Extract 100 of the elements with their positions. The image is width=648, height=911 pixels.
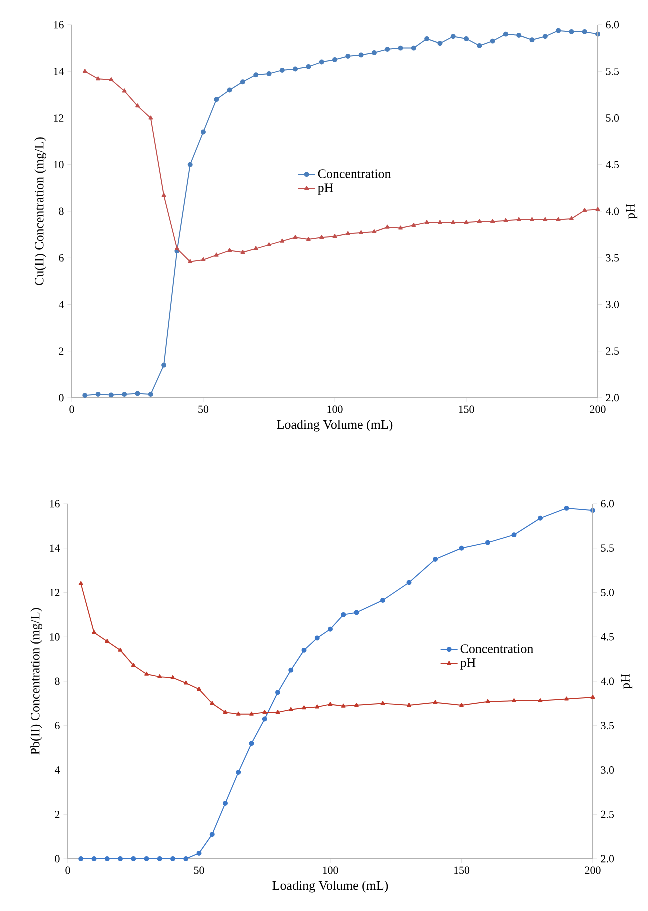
point — [530, 217, 534, 222]
point — [96, 76, 101, 81]
point — [433, 700, 438, 704]
x-tick-label: 200 — [590, 406, 606, 414]
point — [490, 38, 496, 44]
x-tick-label: 100 — [328, 406, 343, 414]
point — [346, 54, 351, 59]
y2-tick-label: 4.0 — [601, 678, 614, 686]
point — [196, 850, 202, 856]
y-tick-label: 16 — [50, 500, 60, 508]
point — [358, 52, 364, 58]
y2-tick-label: 3.5 — [601, 722, 614, 730]
point — [486, 540, 490, 546]
point — [148, 116, 154, 120]
x-tick-label: 150 — [459, 406, 474, 414]
point — [188, 259, 193, 264]
point — [144, 856, 150, 862]
y-tick-label: 2 — [59, 348, 64, 355]
point — [228, 248, 232, 252]
point — [328, 626, 333, 632]
point — [78, 581, 84, 586]
point — [503, 32, 508, 37]
point — [477, 219, 482, 224]
point — [105, 639, 110, 644]
point — [174, 246, 180, 250]
legend-label: pH — [318, 184, 334, 195]
point — [162, 193, 166, 198]
point — [569, 216, 574, 220]
point — [538, 698, 543, 703]
point — [412, 222, 416, 227]
point — [372, 50, 377, 56]
x-tick-label: 0 — [66, 866, 70, 874]
y-tick-label: 14 — [54, 68, 64, 76]
point — [542, 34, 548, 40]
point — [341, 612, 346, 618]
point — [135, 391, 140, 396]
point — [108, 392, 114, 398]
point — [464, 220, 469, 224]
y2-tick-label: 4.5 — [606, 161, 620, 169]
y2-tick-label: 5.5 — [601, 544, 614, 552]
point — [398, 46, 404, 51]
point — [223, 710, 228, 714]
y2-tick-label: 4.0 — [606, 208, 620, 216]
point — [433, 556, 438, 562]
point — [82, 69, 88, 74]
point — [398, 226, 403, 230]
y-tick-label: 6 — [55, 722, 60, 730]
point — [293, 66, 298, 72]
point — [288, 707, 294, 712]
y-tick-label: 14 — [50, 544, 60, 552]
point — [407, 702, 412, 707]
y-tick-label: 4 — [58, 301, 64, 308]
y2-tick-label: 2.5 — [606, 348, 620, 356]
point — [341, 704, 346, 708]
point — [306, 64, 312, 70]
point — [438, 220, 442, 224]
y-tick-label: 0 — [59, 394, 64, 402]
point — [451, 220, 456, 224]
point — [319, 60, 324, 65]
y-tick-label: 8 — [55, 678, 60, 686]
point — [314, 636, 320, 641]
y2-tick-label: 4.5 — [601, 633, 614, 641]
point — [266, 71, 272, 76]
point — [564, 696, 569, 701]
point — [188, 162, 193, 168]
point — [424, 36, 430, 42]
point — [118, 648, 123, 652]
point — [170, 856, 176, 862]
point — [372, 230, 377, 234]
y-tick-label: 6 — [59, 254, 64, 262]
point — [538, 516, 543, 521]
point — [96, 392, 101, 397]
point — [201, 130, 206, 135]
y-axis-title: Pb(II) Concentration (mg/L) — [30, 608, 42, 755]
y-tick-label: 10 — [54, 161, 64, 169]
point — [596, 207, 600, 212]
point — [302, 648, 307, 653]
point — [438, 41, 443, 46]
point — [162, 362, 167, 368]
point — [320, 235, 324, 240]
y-tick-label: 12 — [54, 114, 64, 122]
point — [464, 36, 469, 42]
point — [82, 393, 88, 398]
y2-tick-label: 2.5 — [601, 810, 614, 818]
y2-tick-label: 2.0 — [606, 394, 620, 402]
x-tick-label: 150 — [454, 866, 470, 874]
point — [569, 29, 574, 34]
point — [158, 674, 162, 679]
point — [122, 88, 127, 93]
point — [254, 72, 259, 78]
point — [306, 236, 311, 241]
point — [276, 710, 280, 714]
x-tick-label: 100 — [323, 866, 338, 874]
point — [184, 680, 188, 685]
x-tick-label: 50 — [198, 406, 209, 414]
point — [240, 250, 246, 254]
point — [210, 832, 215, 838]
point — [460, 702, 464, 707]
point — [236, 770, 242, 775]
point — [590, 694, 596, 699]
